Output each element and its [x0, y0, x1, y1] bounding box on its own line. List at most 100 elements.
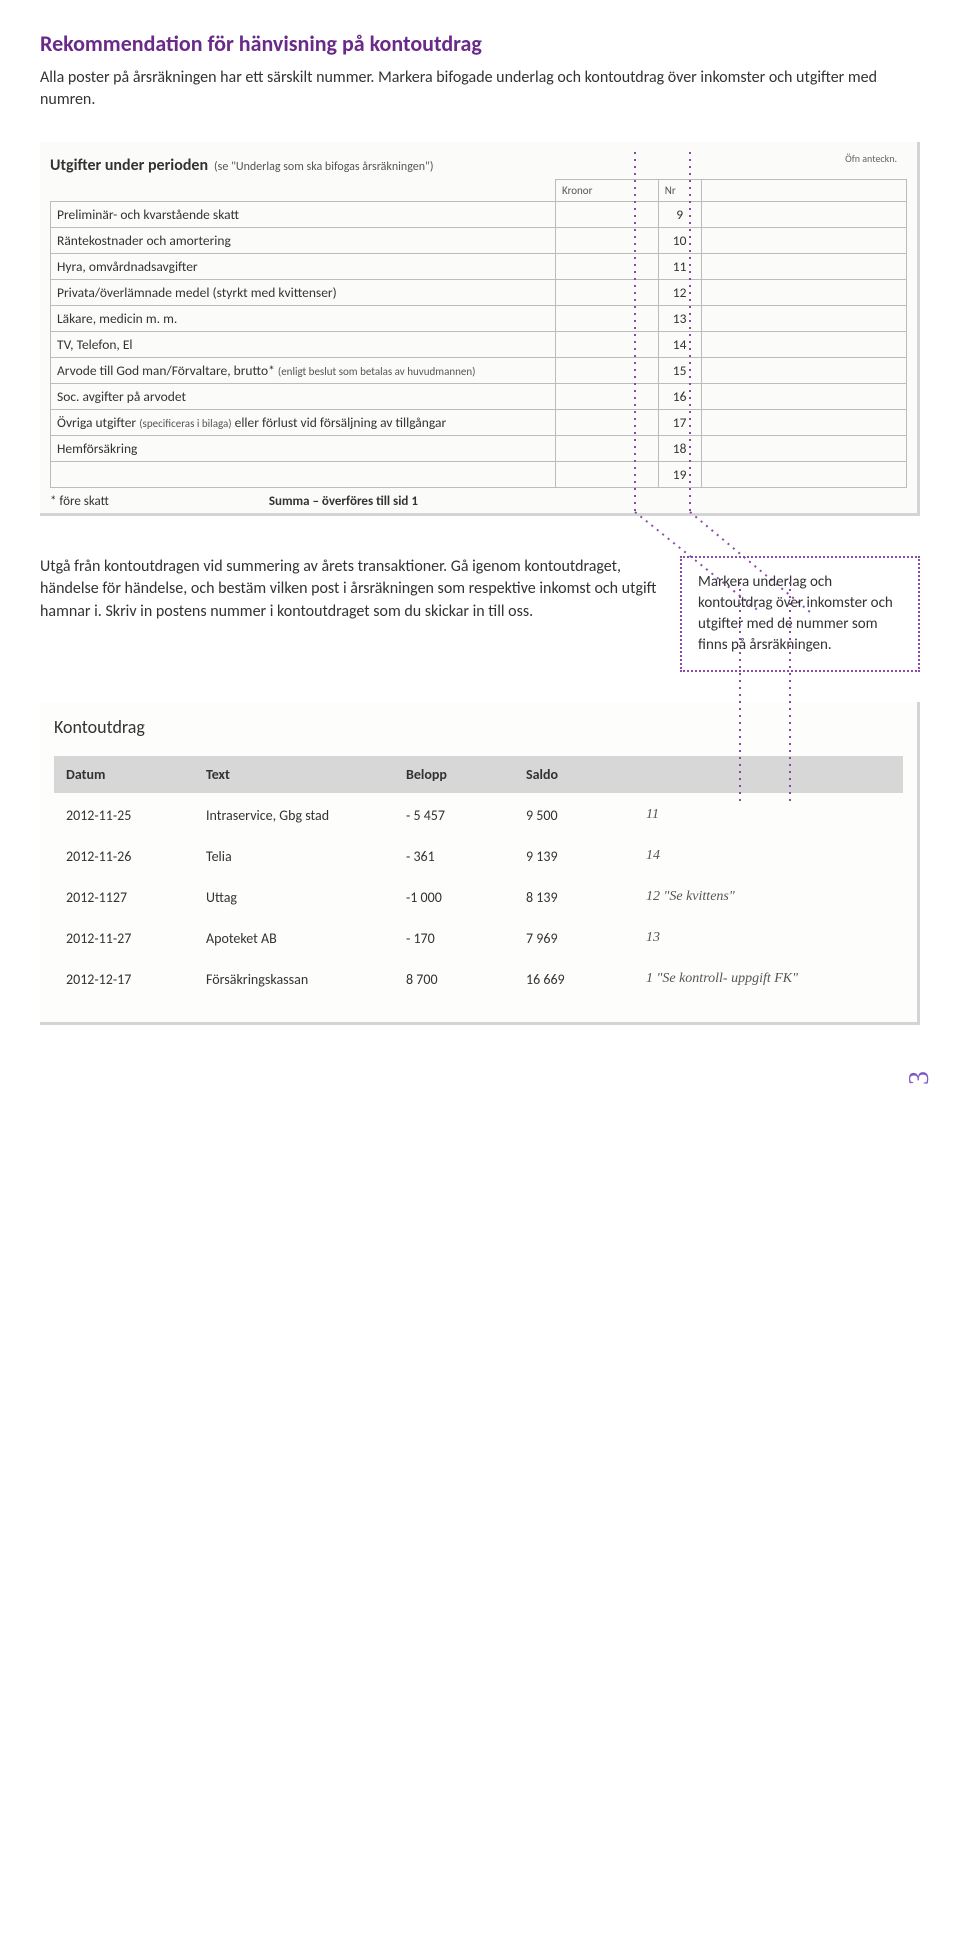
expense-ant: [701, 409, 906, 435]
expense-kr: [556, 409, 659, 435]
intro-paragraph: Alla poster på årsräkningen har ett särs…: [40, 67, 920, 112]
expense-ant: [701, 201, 906, 227]
expense-kr: [556, 305, 659, 331]
cell-note: 11: [646, 807, 891, 823]
cell-note: 1 "Se kontroll- uppgift FK": [646, 971, 891, 987]
cell-note: 13: [646, 930, 891, 946]
kr-header: Kronor: [556, 179, 659, 201]
cell-amount: -1 000: [406, 889, 526, 906]
page-title: Rekommendation för hänvisning på kontout…: [40, 30, 920, 57]
cell-date: 2012-12-17: [66, 971, 206, 988]
expense-ant: [701, 435, 906, 461]
expense-ant: [701, 253, 906, 279]
expense-row: Hyra, omvårdnadsavgifter 11: [51, 253, 907, 279]
expense-ant: [701, 227, 906, 253]
expense-row: Räntekostnader och amortering 10: [51, 227, 907, 253]
expense-row: Övriga utgifter (specificeras i bilaga) …: [51, 409, 907, 435]
expense-desc: [51, 461, 556, 487]
expense-row: Läkare, medicin m. m. 13: [51, 305, 907, 331]
statement-row: 2012-11-26Telia- 3619 13914: [54, 834, 903, 875]
cell-amount: - 5 457: [406, 807, 526, 824]
expense-nr: 15: [658, 357, 701, 383]
expense-row: Preliminär- och kvarstående skatt 9: [51, 201, 907, 227]
statement-row: 2012-11-25Intraservice, Gbg stad- 5 4579…: [54, 793, 903, 834]
expense-kr: [556, 227, 659, 253]
expense-desc: Hemförsäkring: [51, 435, 556, 461]
expense-kr: [556, 253, 659, 279]
cell-date: 2012-1127: [66, 889, 206, 906]
cell-text: Telia: [206, 848, 406, 865]
expense-desc: Arvode till God man/Förvaltare, brutto* …: [51, 357, 556, 383]
hdr-amount: Belopp: [406, 766, 526, 783]
cell-text: Intraservice, Gbg stad: [206, 807, 406, 824]
expense-ant: [701, 305, 906, 331]
statement-row: 2012-12-17Försäkringskassan8 70016 6691 …: [54, 957, 903, 998]
nr-header: Nr: [658, 179, 701, 201]
expense-ant: [701, 383, 906, 409]
expense-nr: 17: [658, 409, 701, 435]
expense-kr: [556, 461, 659, 487]
cell-text: Försäkringskassan: [206, 971, 406, 988]
hdr-text: Text: [206, 766, 406, 783]
expense-ant: [701, 461, 906, 487]
expense-kr: [556, 201, 659, 227]
expense-ant: [701, 357, 906, 383]
expense-table: Kronor Nr Preliminär- och kvarstående sk…: [50, 179, 907, 488]
cell-amount: - 170: [406, 930, 526, 947]
expense-row: Hemförsäkring 18: [51, 435, 907, 461]
cell-date: 2012-11-25: [66, 807, 206, 824]
expense-heading-sub: (se "Underlag som ska bifogas årsräkning…: [214, 160, 433, 174]
expense-desc: Räntekostnader och amortering: [51, 227, 556, 253]
expense-nr: 12: [658, 279, 701, 305]
cell-date: 2012-11-27: [66, 930, 206, 947]
statement-header: Datum Text Belopp Saldo: [54, 756, 903, 793]
cell-amount: 8 700: [406, 971, 526, 988]
expense-nr: 18: [658, 435, 701, 461]
hdr-date: Datum: [66, 766, 206, 783]
cell-note: 12 "Se kvittens": [646, 889, 891, 905]
cell-balance: 9 500: [526, 807, 646, 824]
expense-form-panel: Utgifter under perioden (se "Underlag so…: [40, 142, 920, 516]
expense-nr: 16: [658, 383, 701, 409]
expense-nr: 14: [658, 331, 701, 357]
expense-desc: Preliminär- och kvarstående skatt: [51, 201, 556, 227]
expense-kr: [556, 435, 659, 461]
expense-nr: 13: [658, 305, 701, 331]
mid-paragraph: Utgå från kontoutdragen vid summering av…: [40, 556, 660, 623]
expense-nr: 19: [658, 461, 701, 487]
cell-balance: 9 139: [526, 848, 646, 865]
expense-desc: Läkare, medicin m. m.: [51, 305, 556, 331]
expense-desc: TV, Telefon, El: [51, 331, 556, 357]
expense-desc: Privata/överlämnade medel (styrkt med kv…: [51, 279, 556, 305]
cell-note: 14: [646, 848, 891, 864]
expense-kr: [556, 357, 659, 383]
page-number: 3: [904, 1071, 936, 1951]
statement-row: 2012-1127Uttag-1 0008 13912 "Se kvittens…: [54, 875, 903, 916]
statement-panel: Kontoutdrag Datum Text Belopp Saldo 2012…: [40, 702, 920, 1025]
expense-row: 19: [51, 461, 907, 487]
expense-nr: 10: [658, 227, 701, 253]
expense-kr: [556, 279, 659, 305]
expense-row: TV, Telefon, El 14: [51, 331, 907, 357]
cell-amount: - 361: [406, 848, 526, 865]
expense-ant: [701, 331, 906, 357]
statement-row: 2012-11-27Apoteket AB- 1707 96913: [54, 916, 903, 957]
expense-kr: [556, 383, 659, 409]
cell-text: Apoteket AB: [206, 930, 406, 947]
footnote-right: Summa – överföres till sid 1: [269, 494, 418, 509]
footnote-left: * före skatt: [50, 494, 109, 509]
expense-row: Privata/överlämnade medel (styrkt med kv…: [51, 279, 907, 305]
expense-row: Arvode till God man/Förvaltare, brutto* …: [51, 357, 907, 383]
expense-kr: [556, 331, 659, 357]
statement-title: Kontoutdrag: [54, 716, 903, 738]
expense-desc: Soc. avgifter på arvodet: [51, 383, 556, 409]
expense-desc: Övriga utgifter (specificeras i bilaga) …: [51, 409, 556, 435]
expense-ant: [701, 279, 906, 305]
expense-nr: 11: [658, 253, 701, 279]
ant-label: Öfn anteckn.: [845, 152, 897, 165]
cell-date: 2012-11-26: [66, 848, 206, 865]
expense-nr: 9: [658, 201, 701, 227]
callout-box: Markera underlag och kontoutdrag över in…: [680, 556, 920, 672]
hdr-balance: Saldo: [526, 766, 646, 783]
expense-desc: Hyra, omvårdnadsavgifter: [51, 253, 556, 279]
